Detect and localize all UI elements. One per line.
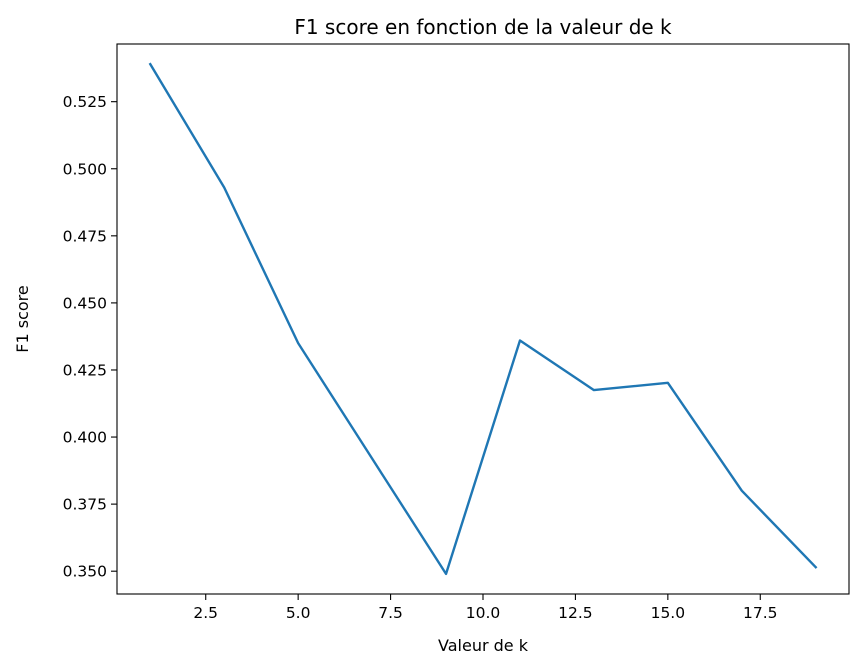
plot-area — [116, 43, 850, 595]
y-axis-label: F1 score — [13, 285, 32, 352]
y-tick-label: 0.450 — [63, 294, 107, 312]
plot-frame — [116, 43, 850, 595]
series-line — [148, 62, 818, 576]
y-tick-label: 0.350 — [63, 563, 107, 581]
y-tick-label: 0.375 — [63, 496, 107, 514]
x-tick-label: 5.0 — [286, 604, 311, 622]
y-tick-label: 0.500 — [63, 160, 107, 178]
x-tick-label: 12.5 — [558, 604, 593, 622]
chart-title: F1 score en fonction de la valeur de k — [294, 15, 672, 39]
x-tick-label: 2.5 — [193, 604, 218, 622]
y-tick-label: 0.425 — [63, 361, 107, 379]
x-axis: 2.5 5.0 7.5 10.0 12.5 15.0 17.5 — [193, 594, 778, 622]
x-tick-label: 17.5 — [743, 604, 778, 622]
y-tick-label: 0.400 — [63, 429, 107, 447]
y-axis: 0.350 0.375 0.400 0.425 0.450 0.475 0.500 0.525 — [63, 93, 117, 581]
x-tick-label: 10.0 — [466, 604, 501, 622]
series-layer — [148, 62, 818, 576]
x-tick-label: 15.0 — [651, 604, 686, 622]
y-tick-label: 0.525 — [63, 93, 107, 111]
y-tick-label: 0.475 — [63, 227, 107, 245]
x-axis-label: Valeur de k — [438, 636, 529, 655]
x-tick-label: 7.5 — [378, 604, 403, 622]
